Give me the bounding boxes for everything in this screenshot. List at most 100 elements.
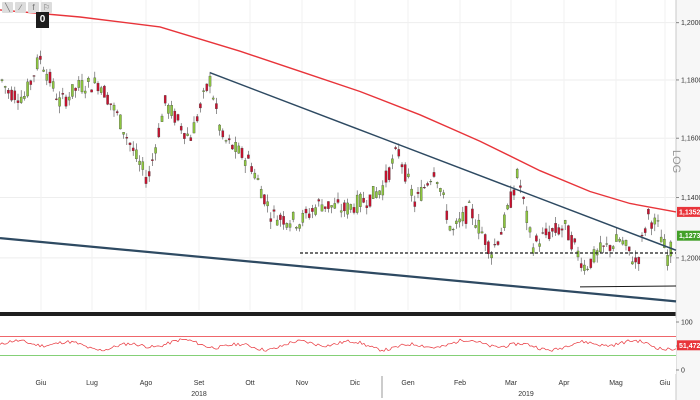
candle-down — [304, 208, 308, 214]
candle-down — [317, 199, 321, 202]
candle-down — [10, 89, 13, 101]
candle-up — [234, 142, 237, 152]
candle-down — [647, 208, 650, 215]
candle-down — [39, 55, 42, 60]
candle-down — [7, 89, 10, 94]
candle-down — [205, 83, 209, 91]
flag-icon[interactable]: ⚐ — [41, 2, 52, 13]
month-label: Apr — [559, 380, 571, 387]
candle-up — [160, 115, 164, 122]
candle-up — [490, 254, 493, 259]
candle-up — [0, 79, 4, 81]
candle-down — [179, 125, 183, 131]
candle-up — [576, 250, 580, 258]
candle-down — [544, 228, 548, 236]
candle-down — [176, 114, 180, 121]
candle-up — [186, 133, 189, 136]
month-label: Dic — [350, 380, 361, 387]
candle-down — [336, 199, 340, 203]
candle-down — [627, 246, 631, 252]
candle-up — [515, 168, 519, 179]
candle-up — [253, 172, 257, 179]
candle-down — [637, 257, 641, 265]
month-label: Ott — [245, 380, 254, 387]
candle-down — [535, 235, 538, 242]
candle-down — [589, 258, 593, 268]
candle-down — [650, 222, 653, 229]
candle-down — [640, 234, 644, 237]
month-label: Nov — [296, 380, 309, 387]
candle-up — [112, 104, 116, 111]
candle-down — [272, 209, 276, 212]
candle-down — [307, 213, 311, 218]
candle-up — [503, 214, 506, 228]
moving-average-line — [0, 9, 677, 213]
month-label: Ago — [140, 380, 153, 387]
candle-up — [474, 225, 477, 228]
candle-up — [359, 193, 362, 207]
candle-down — [522, 196, 525, 199]
candle-up — [87, 77, 90, 82]
candle-up — [93, 77, 97, 84]
month-label: Set — [194, 380, 205, 387]
candle-down — [189, 137, 193, 141]
candle-down — [579, 263, 583, 268]
candle-up — [439, 188, 442, 192]
candle-up — [19, 96, 23, 103]
price-axis-area — [676, 0, 700, 400]
candle-up — [3, 86, 7, 88]
lower-trendline — [0, 237, 677, 303]
candle-down — [551, 228, 554, 232]
candle-down — [602, 245, 605, 247]
candle-up — [621, 240, 625, 245]
log-scale-label: LOG — [670, 150, 682, 174]
panel-divider — [0, 312, 700, 316]
candle-down — [400, 164, 404, 168]
candle-up — [295, 227, 298, 229]
candle-up — [592, 249, 596, 263]
candle-down — [13, 90, 17, 100]
candle-down — [279, 214, 282, 220]
candle-up — [442, 192, 445, 195]
last-price-tag — [677, 230, 700, 241]
price-plot-area — [0, 0, 676, 312]
candle-up — [167, 104, 170, 114]
candle-up — [266, 201, 269, 207]
candle-down — [48, 71, 52, 84]
draw-icon[interactable]: ∕ — [15, 2, 26, 13]
candle-up — [77, 80, 81, 88]
chart-type-icon[interactable]: ╲ — [2, 2, 13, 13]
alert-count-badge[interactable]: 0 — [36, 12, 49, 28]
oscillator-line — [0, 338, 677, 352]
candle-down — [362, 198, 365, 203]
indicator-tick-label: 100 — [681, 320, 693, 327]
candle-up — [410, 188, 413, 196]
candle-down — [240, 148, 244, 158]
candle-up — [141, 161, 145, 170]
candle-up — [663, 238, 666, 248]
candle-down — [487, 241, 490, 255]
indicator-plot-area — [0, 318, 676, 374]
oscillator-last-label: 51,4723 — [679, 343, 700, 350]
fx-icon[interactable]: f — [28, 2, 39, 13]
candle-up — [618, 238, 621, 242]
candle-down — [247, 154, 250, 159]
candle-up — [611, 246, 615, 249]
candle-up — [599, 242, 602, 253]
price-tick-label: 1,1400 — [681, 195, 700, 202]
candle-down — [250, 166, 253, 172]
candle-down — [445, 210, 449, 220]
candle-up — [26, 81, 29, 97]
candle-up — [99, 87, 103, 93]
candle-up — [525, 210, 529, 223]
candle-up — [528, 227, 532, 233]
last-price-tag-label: 1,1273 — [679, 233, 700, 240]
candle-down — [423, 187, 426, 189]
price-tick-label: 1,1800 — [681, 77, 700, 84]
candle-down — [368, 194, 372, 207]
candle-down — [573, 238, 577, 243]
candle-up — [51, 81, 55, 89]
candle-down — [64, 96, 68, 107]
